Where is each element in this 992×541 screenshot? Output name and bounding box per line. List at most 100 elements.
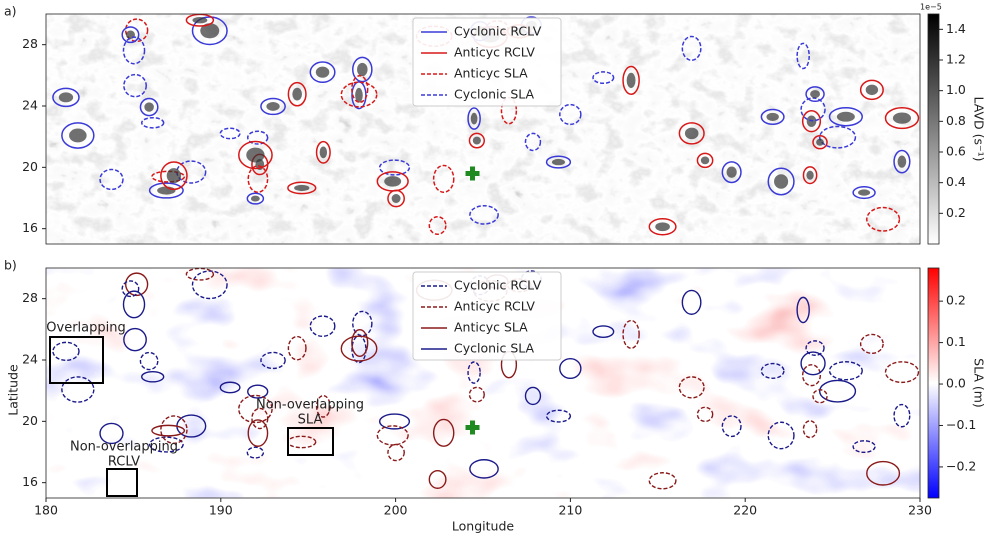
colorbar-tick-label: 1.4 [946, 21, 966, 36]
colorbar-tick-label: 0.8 [946, 113, 966, 128]
eddy-contour [351, 74, 369, 104]
marker [465, 420, 480, 435]
annotation-box [49, 336, 104, 384]
eddy-contour [818, 125, 857, 149]
eddy-contour [238, 140, 273, 170]
y-tick-label: 24 [22, 352, 38, 367]
eddy-contour [859, 79, 884, 101]
eddy-core [470, 112, 478, 125]
eddy-contour [592, 325, 615, 339]
eddy-contour [151, 170, 186, 183]
eddy-contour [468, 132, 485, 149]
y-tick-label: 24 [22, 98, 38, 113]
eddy-contour [469, 459, 499, 479]
eddy-contour [545, 155, 572, 169]
eddy-core [69, 128, 87, 143]
eddy-contour [828, 107, 863, 127]
eddy-contour [139, 97, 159, 117]
eddy-contour [802, 420, 818, 439]
colorbar-tick-label: 0.0 [946, 376, 966, 391]
eddy-contour [432, 164, 455, 193]
eddy-core [700, 156, 710, 165]
eddy-contour [801, 364, 822, 387]
eddy-contour [247, 419, 269, 447]
eddy-contour [696, 406, 714, 423]
eddy-contour [696, 152, 714, 169]
contours-a [52, 14, 920, 236]
y-axis-label: Latitude [6, 364, 21, 416]
eddy-core [294, 184, 310, 192]
eddy-contour [893, 149, 911, 174]
eddy-core [200, 23, 220, 39]
eddy-contour [351, 81, 367, 110]
x-axis-label: Longitude [452, 519, 514, 534]
eddy-contour [376, 425, 409, 446]
eddy-contour [378, 159, 411, 176]
eddy-contour [99, 422, 124, 445]
eddy-core [391, 194, 401, 203]
eddy-contour [681, 35, 702, 61]
eddy-contour [893, 403, 911, 428]
eddy-core [836, 111, 855, 122]
eddy-contour [428, 215, 447, 235]
eddy-contour [866, 206, 901, 232]
eddy-contour [52, 341, 80, 362]
eddy-contour [812, 134, 828, 150]
colorbar-tick-label: 0.1 [946, 334, 966, 349]
eddy-contour [592, 71, 615, 85]
eddy-contour [121, 280, 140, 298]
eddy-contour [99, 168, 124, 191]
eddy-contour [387, 443, 405, 462]
eddy-contour [805, 86, 825, 103]
eddy-contour [151, 424, 186, 437]
eddy-contour [61, 122, 95, 149]
plot-frame [45, 13, 921, 245]
legend-box [412, 17, 562, 107]
colorbar-label: SLA (m) [972, 358, 987, 408]
eddy-contour [859, 333, 884, 355]
panel-label: b) [4, 258, 17, 273]
eddy-contour [247, 384, 269, 399]
eddy-contour [309, 61, 336, 84]
eddy-contour [800, 97, 826, 122]
eddy-contour [246, 130, 269, 145]
eddy-contour [123, 327, 147, 352]
eddy-core [655, 222, 670, 232]
colorbar-tick-label: 0.6 [946, 144, 966, 159]
y-tick-label: 28 [22, 36, 38, 51]
eddy-contour [622, 65, 640, 95]
eddy-contour [309, 315, 336, 338]
eddy-contour [185, 14, 215, 27]
eddy-contour [219, 127, 241, 140]
eddy-contour [125, 272, 149, 297]
eddy-contour [287, 335, 307, 361]
y-tick-label: 16 [22, 474, 38, 489]
eddy-contour [767, 421, 795, 450]
legend-label: Cyclonic SLA [454, 87, 535, 102]
eddy-contour [140, 116, 165, 129]
eddy-contour [866, 460, 901, 486]
eddy-contour [148, 182, 184, 199]
colorbar-a [927, 13, 940, 245]
eddy-contour [559, 357, 582, 380]
eddy-core [315, 66, 330, 78]
eddy-contour [852, 440, 876, 454]
eddy-contour [246, 192, 265, 205]
eddy-contour [185, 268, 215, 281]
annotation-box [287, 427, 334, 456]
eddy-contour [767, 167, 795, 196]
eddy-contour [315, 394, 331, 418]
eddy-contour [287, 181, 317, 195]
eddy-contour [467, 361, 481, 384]
eddy-contour [812, 389, 828, 404]
eddy-contour [428, 470, 447, 489]
eddy-contour [559, 103, 582, 126]
eddy-contour [123, 73, 147, 98]
eddy-contour [251, 407, 269, 430]
eddy-core [774, 174, 789, 189]
eddy-contour [340, 335, 378, 362]
eddy-contour [796, 296, 810, 324]
eddy-contour [139, 351, 159, 371]
eddy-contour [432, 418, 455, 447]
eddy-contour [260, 351, 286, 370]
